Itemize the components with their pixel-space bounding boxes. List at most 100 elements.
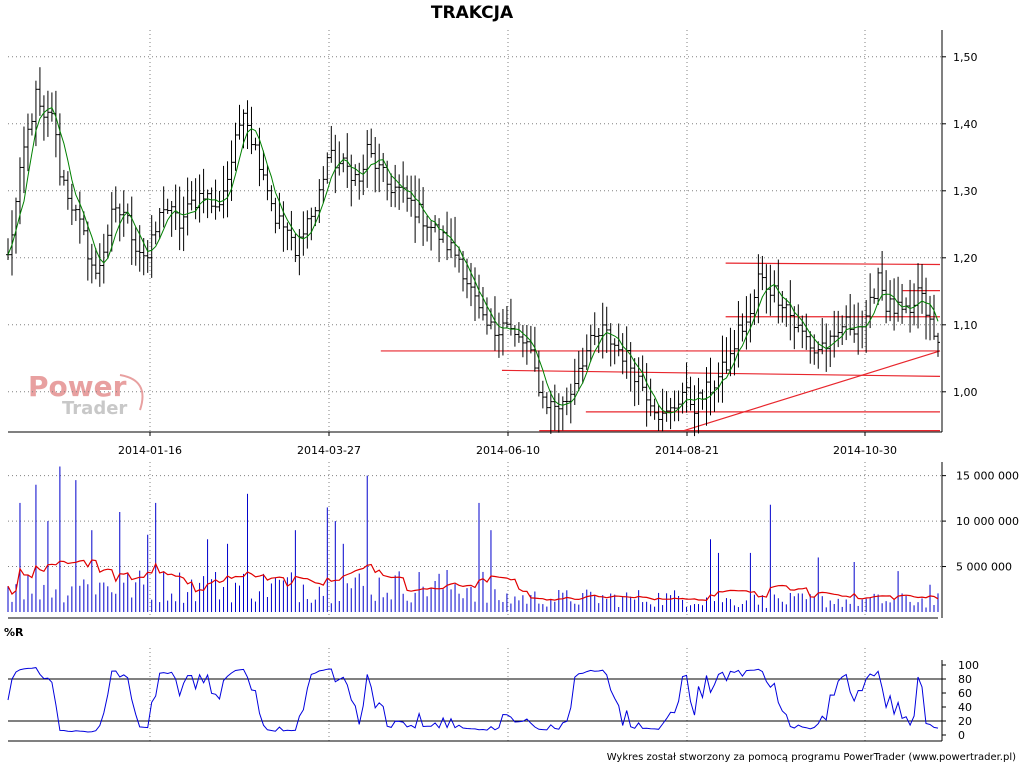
ohlc-bar bbox=[389, 173, 394, 207]
ohlc-bar bbox=[744, 296, 749, 350]
ohlc-bar bbox=[564, 387, 569, 416]
ohlc-bar bbox=[41, 95, 46, 141]
ohlc-bar bbox=[169, 200, 174, 237]
ohlc-bar bbox=[105, 224, 110, 259]
ohlc-bar bbox=[317, 179, 322, 224]
ohlc-bar bbox=[45, 90, 50, 137]
ohlc-bar bbox=[516, 322, 521, 343]
williams-r-tick-label: 20 bbox=[958, 715, 972, 728]
ohlc-bar bbox=[880, 250, 885, 301]
ohlc-bar bbox=[281, 201, 286, 252]
ohlc-bar bbox=[373, 137, 378, 193]
ohlc-bar bbox=[181, 196, 186, 252]
ohlc-bar bbox=[924, 277, 929, 340]
date-tick-label: 2014-06-10 bbox=[476, 444, 540, 457]
ohlc-bar bbox=[117, 203, 122, 242]
watermark-line1: Power bbox=[28, 370, 127, 403]
date-tick-label: 2014-10-30 bbox=[833, 444, 897, 457]
ohlc-bar bbox=[429, 220, 434, 251]
ohlc-bar bbox=[89, 243, 94, 284]
ohlc-bar bbox=[652, 398, 657, 420]
ohlc-bar bbox=[353, 164, 358, 186]
ohlc-bar bbox=[884, 270, 889, 324]
ohlc-bar bbox=[592, 312, 597, 346]
ohlc-bar bbox=[492, 296, 497, 351]
ohlc-bar bbox=[476, 274, 481, 319]
ohlc-bar bbox=[65, 171, 70, 210]
ohlc-bars bbox=[6, 67, 940, 437]
ohlc-bar bbox=[425, 215, 430, 242]
ohlc-bar bbox=[680, 382, 685, 414]
ohlc-bar bbox=[237, 104, 242, 140]
ohlc-bar bbox=[377, 143, 382, 193]
ohlc-bar bbox=[560, 396, 565, 431]
ohlc-bar bbox=[217, 190, 222, 212]
ohlc-bar bbox=[141, 237, 146, 276]
ohlc-bar bbox=[724, 337, 729, 374]
ohlc-bar bbox=[852, 304, 857, 343]
ohlc-bar bbox=[676, 390, 681, 422]
ohlc-bar bbox=[584, 334, 589, 370]
watermark-line2: Trader bbox=[62, 398, 127, 419]
chart-title: TRAKCJA bbox=[431, 3, 514, 23]
ohlc-bar bbox=[137, 225, 142, 272]
ohlc-bar bbox=[69, 183, 74, 225]
watermark-swoosh-icon bbox=[119, 374, 144, 411]
ohlc-bar bbox=[484, 297, 489, 335]
ohlc-bar bbox=[608, 323, 613, 367]
williams-r-tick-label: 100 bbox=[958, 659, 979, 672]
ohlc-bar bbox=[153, 221, 158, 245]
ohlc-bar bbox=[500, 308, 505, 356]
ohlc-bar bbox=[305, 210, 310, 249]
ohlc-bar bbox=[632, 358, 637, 407]
volume-bars bbox=[7, 466, 939, 612]
ohlc-bar bbox=[201, 168, 206, 214]
ohlc-bar bbox=[413, 175, 418, 243]
ohlc-bar bbox=[692, 385, 697, 437]
ohlc-bar bbox=[520, 324, 525, 358]
ohlc-bar bbox=[828, 330, 833, 368]
ohlc-bar bbox=[628, 342, 633, 392]
trendline bbox=[725, 262, 941, 266]
ohlc-bar bbox=[760, 255, 765, 291]
ohlc-bar bbox=[165, 198, 170, 214]
williams-r-line bbox=[7, 667, 939, 733]
ohlc-bar bbox=[684, 362, 689, 413]
ohlc-bar bbox=[644, 363, 649, 427]
ohlc-bar bbox=[696, 377, 701, 434]
ohlc-bar bbox=[892, 278, 897, 331]
ohlc-bar bbox=[532, 326, 537, 372]
ohlc-bar bbox=[225, 161, 230, 218]
ohlc-bar bbox=[341, 153, 346, 173]
ohlc-bar bbox=[808, 331, 813, 364]
ohlc-bar bbox=[872, 288, 877, 304]
volume-panel: 5 000 000 10 000 000 15 000 000 bbox=[7, 462, 1019, 619]
volume-axis-labels: 5 000 000 10 000 000 15 000 000 bbox=[942, 470, 1019, 574]
ohlc-bar bbox=[293, 233, 298, 263]
ohlc-bar bbox=[233, 122, 238, 171]
ohlc-bar bbox=[301, 211, 306, 256]
ohlc-bar bbox=[504, 306, 509, 329]
ohlc-bar bbox=[133, 226, 138, 266]
ohlc-bar bbox=[145, 240, 150, 273]
ohlc-bar bbox=[876, 267, 881, 305]
ohlc-bar bbox=[469, 262, 474, 307]
williams-r-label: %R bbox=[4, 626, 24, 639]
ohlc-bar bbox=[381, 152, 386, 183]
williams-r-tick-label: 40 bbox=[958, 701, 972, 714]
ohlc-bar bbox=[345, 133, 350, 188]
ohlc-bar bbox=[740, 313, 745, 342]
ohlc-bar bbox=[437, 218, 442, 263]
ohlc-bar bbox=[273, 197, 278, 234]
ohlc-bar bbox=[612, 338, 617, 365]
ohlc-bar bbox=[369, 128, 374, 158]
ohlc-bar bbox=[9, 210, 14, 276]
ohlc-bar bbox=[173, 184, 178, 230]
ohlc-bar bbox=[668, 397, 673, 430]
date-tick-label: 2014-01-16 bbox=[118, 444, 182, 457]
williams-r-tick-label: 80 bbox=[958, 673, 972, 686]
ohlc-bar bbox=[792, 306, 797, 350]
ohlc-bar bbox=[357, 162, 362, 200]
ohlc-bar bbox=[113, 186, 118, 223]
